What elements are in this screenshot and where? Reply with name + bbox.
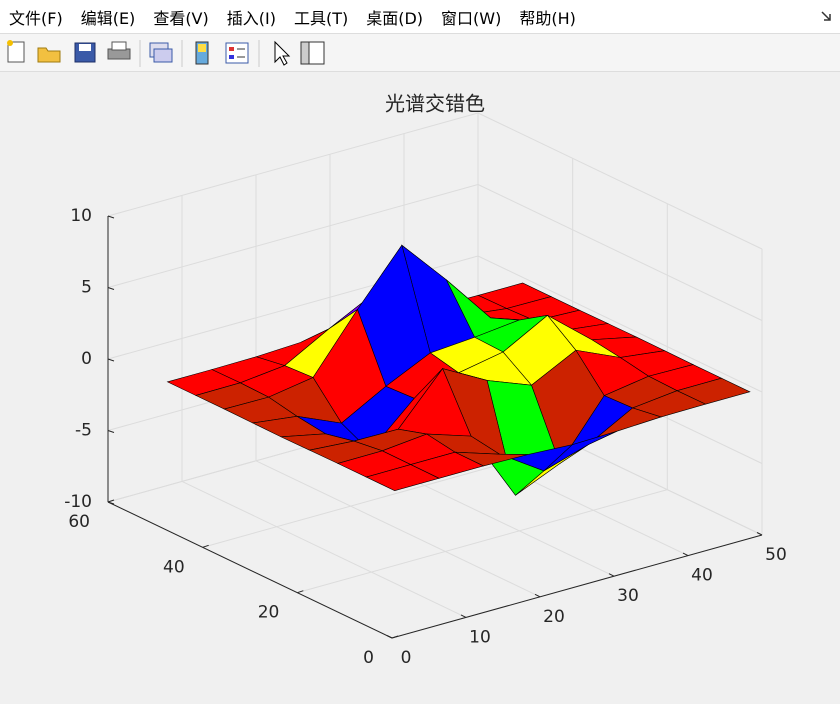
- link-icon[interactable]: [149, 42, 173, 63]
- x-axis: [391, 534, 763, 639]
- menu-item[interactable]: 桌面(D): [366, 8, 424, 28]
- grid-line: [297, 489, 668, 594]
- z-tick: [107, 358, 115, 362]
- grid-line: [477, 184, 763, 321]
- x-tick: [608, 573, 615, 577]
- grid-line: [107, 112, 479, 217]
- menu-item[interactable]: 帮助(H): [519, 8, 576, 28]
- z-tick: [107, 430, 115, 433]
- grid-line: [107, 184, 479, 288]
- x-tick-label: 30: [617, 586, 639, 606]
- x-tick-label: 40: [691, 566, 713, 586]
- y-tick-label: 0: [363, 648, 374, 668]
- menu-item[interactable]: 插入(I): [226, 8, 276, 28]
- grid-line: [477, 112, 763, 250]
- y-tick: [202, 544, 209, 548]
- menu-item[interactable]: 编辑(E): [80, 8, 136, 28]
- z-tick: [107, 215, 115, 219]
- y-tick: [107, 499, 115, 503]
- print-icon[interactable]: [107, 41, 131, 60]
- surface-face: [365, 464, 440, 491]
- menu-bar: 文件(F) 编辑(E) 查看(V) 插入(I) 工具(T) 桌面(D) 窗口(W…: [0, 0, 840, 33]
- x-tick-label: 10: [469, 627, 491, 647]
- y-tick: [391, 635, 399, 639]
- surface: [166, 244, 751, 496]
- z-tick-label: -5: [75, 421, 92, 441]
- z-tick: [107, 501, 115, 505]
- x-tick: [534, 593, 541, 598]
- x-tick-label: 20: [543, 607, 565, 627]
- z-tick-label: 10: [70, 206, 92, 226]
- z-tick-label: -10: [64, 492, 92, 512]
- y-tick: [297, 590, 304, 594]
- chart-title: 光谱交错色: [385, 92, 485, 116]
- y-axis: [107, 501, 393, 639]
- new-icon[interactable]: [7, 40, 25, 63]
- z-tick-label: 0: [81, 349, 92, 369]
- colorbar-icon[interactable]: [195, 41, 209, 65]
- grid-line: [255, 460, 541, 598]
- x-tick: [682, 552, 689, 557]
- x-tick: [386, 635, 393, 639]
- x-tick: [756, 532, 763, 536]
- grid-line: [477, 255, 763, 393]
- y-tick-label: 40: [163, 557, 185, 577]
- dock-icon[interactable]: [820, 10, 832, 22]
- menu-item[interactable]: 工具(T): [293, 8, 349, 28]
- z-tick: [107, 287, 115, 290]
- chart: 光谱交错色 0 10 20 30 40 50 0 20 40 60-10 -5 0 5 10: [64, 92, 787, 669]
- x-tick-label: 0: [401, 648, 412, 668]
- x-tick: [460, 614, 467, 618]
- save-icon[interactable]: [74, 42, 96, 63]
- x-tick-label: 50: [765, 545, 787, 565]
- grid-line: [181, 480, 467, 618]
- menu-item[interactable]: 窗口(W): [441, 8, 502, 28]
- menu-item[interactable]: 查看(V): [153, 8, 209, 28]
- pointer-icon[interactable]: [274, 40, 291, 66]
- open-icon[interactable]: [37, 47, 61, 63]
- toolbar: [0, 33, 840, 72]
- legend-icon[interactable]: [225, 42, 249, 64]
- z-tick-label: 5: [81, 278, 92, 298]
- y-tick-label: 20: [258, 603, 280, 623]
- menu-item[interactable]: 文件(F): [9, 8, 63, 28]
- y-tick-label: 60: [68, 512, 90, 532]
- property-icon[interactable]: [300, 41, 325, 65]
